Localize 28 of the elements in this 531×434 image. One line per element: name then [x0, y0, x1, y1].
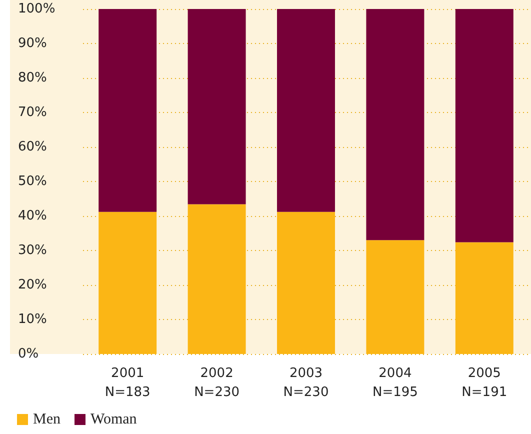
- bar: [455, 242, 514, 354]
- bar: [277, 9, 335, 212]
- bar: [455, 9, 514, 242]
- y-tick-label: 80%: [18, 70, 47, 86]
- legend-label: Men: [33, 412, 61, 428]
- bar: [366, 9, 424, 240]
- x-tick-label: 2005 N=191: [462, 366, 508, 400]
- y-tick-label: 10%: [18, 312, 47, 327]
- y-tick-label: 30%: [18, 243, 47, 258]
- y-tick-label: 50%: [18, 174, 47, 189]
- x-tick-label: 2003 N=230: [283, 366, 329, 400]
- y-tick-label: 0%: [18, 346, 39, 362]
- bar: [188, 204, 246, 354]
- x-tick-label: 2004 N=195: [372, 366, 418, 400]
- bar: [98, 212, 157, 354]
- y-tick-label: 70%: [18, 105, 47, 120]
- bar: [188, 9, 246, 204]
- bar: [98, 9, 157, 212]
- legend-label: Woman: [90, 412, 138, 428]
- y-tick-label: 60%: [18, 140, 47, 154]
- y-tick-label: 20%: [18, 278, 47, 292]
- y-tick-label: 90%: [18, 36, 47, 51]
- x-tick-label: 2002 N=230: [194, 366, 240, 400]
- bar: [277, 212, 335, 354]
- x-tick-label: 2001 N=183: [104, 366, 150, 400]
- y-tick-label: 40%: [18, 208, 47, 224]
- bar: [366, 240, 424, 354]
- y-tick-label: 100%: [18, 2, 56, 16]
